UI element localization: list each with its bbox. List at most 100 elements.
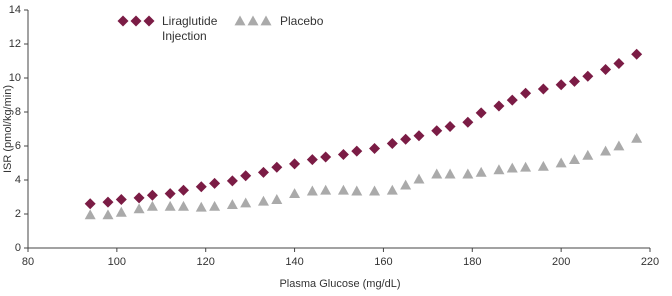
y-tick-label: 2 <box>15 208 21 220</box>
x-tick-label: 100 <box>108 256 126 268</box>
data-point <box>462 116 474 128</box>
data-point <box>493 100 505 112</box>
data-point <box>520 87 532 99</box>
data-point <box>506 94 518 106</box>
y-tick-label: 8 <box>15 106 21 118</box>
legend-marker <box>247 15 259 26</box>
data-point <box>413 130 425 142</box>
y-tick-label: 14 <box>9 4 21 16</box>
data-point <box>84 209 96 220</box>
legend-marker <box>234 15 246 26</box>
x-tick-label: 160 <box>374 256 392 268</box>
x-axis-label: Plasma Glucose (mg/dL) <box>279 278 400 290</box>
data-point <box>102 209 114 220</box>
data-point <box>600 145 612 156</box>
data-point <box>582 70 594 82</box>
data-point <box>209 177 221 189</box>
data-point <box>555 79 567 91</box>
x-tick-label: 180 <box>463 256 481 268</box>
legend-marker <box>130 15 142 27</box>
data-point <box>306 185 318 196</box>
data-point <box>386 137 398 149</box>
y-tick-label: 4 <box>15 174 21 186</box>
data-point <box>240 197 252 208</box>
data-point <box>271 194 283 204</box>
data-point <box>164 188 176 200</box>
data-point <box>555 157 567 168</box>
data-point <box>444 168 456 179</box>
y-tick-label: 12 <box>9 38 21 50</box>
legend-marker <box>117 15 129 27</box>
y-tick-label: 6 <box>15 140 21 152</box>
data-point <box>133 192 145 204</box>
data-point <box>115 194 127 206</box>
data-point <box>400 179 412 190</box>
data-point <box>195 201 207 212</box>
data-point <box>289 188 301 198</box>
data-point <box>631 132 643 143</box>
data-point <box>613 140 625 151</box>
data-point <box>568 154 580 164</box>
data-point <box>537 83 549 95</box>
data-point <box>320 151 332 163</box>
y-tick-label: 0 <box>15 242 21 254</box>
data-point <box>506 162 518 173</box>
data-point <box>271 161 283 173</box>
data-point <box>631 48 643 60</box>
data-point <box>115 206 127 217</box>
data-point <box>520 161 532 172</box>
data-point <box>400 133 412 145</box>
data-point <box>289 158 301 170</box>
data-point <box>178 184 189 196</box>
legend-marker <box>143 15 155 27</box>
data-point <box>369 143 381 155</box>
data-point <box>431 125 443 137</box>
data-point <box>613 58 625 70</box>
x-tick-label: 220 <box>641 256 659 268</box>
data-point <box>337 184 349 195</box>
data-point <box>462 168 474 179</box>
data-point <box>568 75 580 87</box>
data-point <box>369 185 381 196</box>
legend-marker <box>260 15 272 26</box>
y-tick-label: 10 <box>9 72 21 84</box>
data-point <box>493 164 505 175</box>
data-point <box>240 170 252 182</box>
data-point <box>431 168 443 179</box>
data-point <box>351 145 363 157</box>
data-point <box>133 203 145 214</box>
legend-label: Placebo <box>280 14 324 28</box>
x-tick-label: 80 <box>22 256 34 268</box>
data-point <box>320 184 332 195</box>
x-tick-label: 140 <box>285 256 303 268</box>
y-axis-label: ISR (pmol/kg/min) <box>2 85 14 173</box>
data-point <box>306 154 318 166</box>
data-point <box>257 195 269 206</box>
data-point <box>475 107 487 119</box>
data-point <box>257 166 269 178</box>
data-point <box>475 166 487 177</box>
legend-label: Liraglutide Injection <box>162 14 218 43</box>
data-point <box>178 200 189 211</box>
data-point <box>195 181 207 193</box>
data-point <box>146 200 158 211</box>
data-point <box>444 120 456 132</box>
x-tick-label: 120 <box>197 256 215 268</box>
data-point <box>164 200 176 211</box>
data-point <box>351 185 363 196</box>
data-point <box>337 149 349 160</box>
data-point <box>413 173 425 184</box>
data-point <box>537 160 549 171</box>
data-point <box>84 198 96 210</box>
data-point <box>386 184 398 195</box>
data-point <box>226 199 238 210</box>
data-point <box>226 175 238 187</box>
data-point <box>600 64 612 75</box>
x-tick-label: 200 <box>552 256 570 268</box>
data-point <box>582 149 594 160</box>
data-point <box>146 189 158 201</box>
data-point <box>102 196 114 208</box>
data-point <box>209 200 221 211</box>
